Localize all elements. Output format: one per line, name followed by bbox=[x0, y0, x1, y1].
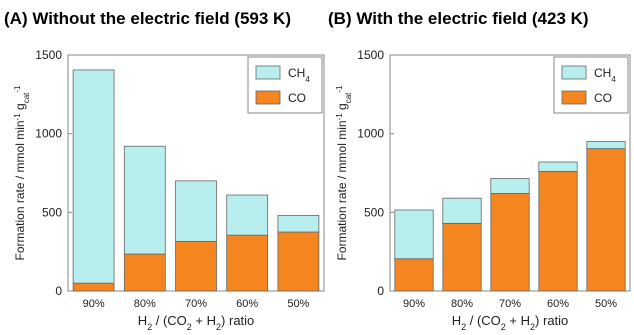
x-tick-label: 50% bbox=[595, 298, 617, 310]
x-axis-label: H2 / (CO2 + H2) ratio bbox=[452, 313, 569, 330]
y-tick-label: 1500 bbox=[35, 48, 62, 62]
bar-ch4-50pct bbox=[277, 215, 320, 233]
x-tick-label: 90% bbox=[83, 298, 105, 310]
legend-label-co: CO bbox=[288, 91, 306, 105]
legend-swatch-co bbox=[561, 90, 587, 105]
x-tick-label: 90% bbox=[403, 298, 425, 310]
legend-label-co: CO bbox=[594, 91, 612, 105]
x-tick-label: 70% bbox=[185, 298, 207, 310]
bar-co-80pct bbox=[123, 253, 166, 292]
y-tick-label: 500 bbox=[364, 205, 384, 219]
bar-co-70pct bbox=[490, 193, 530, 292]
bar-co-60pct bbox=[226, 234, 269, 292]
legend-swatch-co bbox=[255, 90, 281, 105]
y-axis-label: Formation rate / mmol min-1 gcat-1 bbox=[13, 85, 31, 261]
bar-co-50pct bbox=[277, 231, 320, 292]
legend-label-ch4: CH4 bbox=[288, 66, 310, 84]
chart-panel-a: (A) Without the electric field (593 K) 0 5… bbox=[4, 9, 325, 332]
legend-swatch-ch4 bbox=[255, 65, 281, 80]
x-tick-label: 50% bbox=[287, 298, 309, 310]
bar-ch4-60pct bbox=[226, 194, 269, 236]
x-tick-label: 60% bbox=[547, 298, 569, 310]
chart-title: (B) With the electric field (423 K) bbox=[328, 9, 589, 28]
legend bbox=[553, 56, 629, 114]
legend-swatch-ch4 bbox=[561, 65, 587, 80]
bar-co-50pct bbox=[586, 148, 626, 292]
bar-co-70pct bbox=[175, 241, 217, 292]
bar-co-90pct bbox=[394, 258, 434, 292]
x-tick-label: 80% bbox=[134, 298, 156, 310]
bar-co-80pct bbox=[442, 222, 482, 292]
legend-label-ch4: CH4 bbox=[594, 66, 616, 84]
y-tick-label: 0 bbox=[55, 284, 62, 298]
bar-ch4-90pct bbox=[72, 69, 115, 284]
bar-ch4-90pct bbox=[394, 209, 434, 260]
bar-ch4-60pct bbox=[538, 161, 578, 172]
bar-ch4-80pct bbox=[123, 145, 166, 255]
x-tick-label: 60% bbox=[236, 298, 258, 310]
y-tick-label: 1000 bbox=[35, 127, 62, 141]
x-tick-label: 80% bbox=[451, 298, 473, 310]
y-tick-label: 1500 bbox=[357, 48, 384, 62]
y-axis-label: Formation rate / mmol min-1 gcat-1 bbox=[335, 85, 353, 261]
bar-ch4-70pct bbox=[490, 178, 530, 194]
bar-ch4-50pct bbox=[586, 141, 626, 150]
y-tick-label: 1000 bbox=[357, 127, 384, 141]
x-axis-label: H2 / (CO2 + H2) ratio bbox=[138, 313, 255, 330]
x-tick-label: 70% bbox=[499, 298, 521, 310]
chart-title: (A) Without the electric field (593 K) bbox=[4, 9, 291, 28]
legend bbox=[247, 56, 323, 114]
bar-co-90pct bbox=[72, 282, 115, 292]
chart-panel-b: (B) With the electric field (423 K) 0 500 1… bbox=[328, 9, 631, 332]
y-tick-label: 0 bbox=[377, 284, 384, 298]
bar-ch4-80pct bbox=[442, 197, 482, 224]
y-tick-label: 500 bbox=[42, 205, 62, 219]
bar-co-60pct bbox=[538, 171, 578, 292]
bar-ch4-70pct bbox=[175, 180, 217, 242]
